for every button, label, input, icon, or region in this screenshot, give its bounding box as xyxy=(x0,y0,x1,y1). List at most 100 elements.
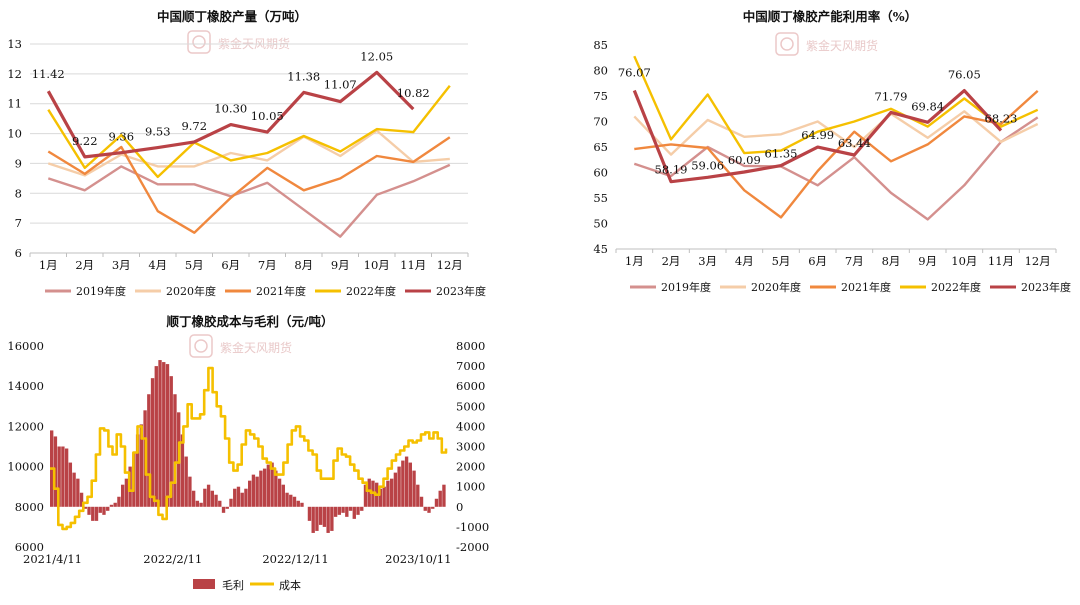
x-tick-label: 9月 xyxy=(918,254,937,268)
margin-bar xyxy=(154,366,158,507)
data-label: 9.72 xyxy=(181,119,207,133)
margin-bar xyxy=(188,476,192,507)
margin-bar xyxy=(401,460,405,507)
legend-label: 2023年度 xyxy=(1021,280,1071,294)
margin-bar xyxy=(150,378,155,507)
watermark-seal-icon xyxy=(780,37,794,51)
series-line-2023年度 xyxy=(632,89,1003,184)
y-left-tick-label: 8000 xyxy=(15,500,44,514)
x-tick-label: 4月 xyxy=(735,254,754,268)
x-tick-label: 9月 xyxy=(331,258,350,272)
margin-bar xyxy=(348,506,353,511)
series-line-2022年度 xyxy=(47,85,451,179)
margin-bar xyxy=(124,478,129,507)
data-label: 11.07 xyxy=(324,78,357,92)
data-label: 76.05 xyxy=(948,68,981,82)
y-left-tick-label: 6000 xyxy=(15,540,44,554)
x-tick-label: 5月 xyxy=(772,254,791,268)
margin-bar xyxy=(244,488,248,507)
y-right-tick-label: 1000 xyxy=(456,480,485,494)
margin-bar xyxy=(57,446,61,507)
y-tick-label: 50 xyxy=(593,217,608,231)
y-right-tick-label: -2000 xyxy=(456,540,489,554)
margin-bar xyxy=(356,506,360,515)
margin-bar xyxy=(165,364,170,507)
legend: 毛利 成本 xyxy=(193,578,301,592)
data-label: 69.84 xyxy=(911,99,944,113)
series-line-2019年度 xyxy=(47,163,451,238)
y-tick-label: 45 xyxy=(593,242,608,256)
y-tick-label: 6 xyxy=(15,246,22,260)
margin-bar xyxy=(102,506,106,515)
margin-bar xyxy=(431,506,435,509)
margin-bar xyxy=(229,498,233,507)
y-tick-label: 55 xyxy=(593,191,608,205)
margin-bar xyxy=(333,506,338,517)
margin-bar xyxy=(214,494,218,507)
y-right-tick-label: 8000 xyxy=(456,339,485,353)
y-right-tick-label: 0 xyxy=(456,500,463,514)
margin-bar xyxy=(352,506,356,519)
chart-title: 中国顺丁橡胶产能利用率（%） xyxy=(743,9,917,24)
y-tick-label: 10 xyxy=(7,127,22,141)
margin-bar xyxy=(378,488,383,507)
legend: 2019年度 2020年度 2021年度 2022年度 2023年度 xyxy=(45,284,486,298)
series-line-2022年度 xyxy=(633,55,1039,155)
data-label: 58.19 xyxy=(655,163,688,177)
margin-bar xyxy=(300,502,304,507)
margin-bar xyxy=(94,506,99,521)
data-label: 61.35 xyxy=(765,147,798,161)
x-tick-label: 1月 xyxy=(625,254,644,268)
margin-bar xyxy=(87,506,91,515)
margin-bar xyxy=(427,506,431,513)
y-left-tick-label: 16000 xyxy=(7,339,44,353)
x-tick-label: 6月 xyxy=(221,258,240,272)
margin-bar xyxy=(106,506,110,511)
margin-bar xyxy=(184,456,188,507)
y-right-tick-label: 7000 xyxy=(456,359,485,373)
margin-bar xyxy=(206,484,211,507)
data-label: 11.42 xyxy=(32,67,65,81)
x-tick-label: 4月 xyxy=(148,258,167,272)
y-right-tick-label: 3000 xyxy=(456,440,485,454)
margin-bar xyxy=(158,360,162,507)
y-tick-label: 7 xyxy=(15,216,22,230)
legend-label: 2019年度 xyxy=(661,280,711,294)
legend-label: 2023年度 xyxy=(436,284,486,298)
legend-label: 2021年度 xyxy=(256,284,306,298)
x-tick-label: 10月 xyxy=(951,254,977,268)
x-tick-label: 12月 xyxy=(437,258,463,272)
data-label: 11.38 xyxy=(287,69,320,83)
margin-bar xyxy=(169,376,173,507)
margin-bar xyxy=(397,466,401,507)
y-right-tick-label: -1000 xyxy=(456,520,489,534)
margin-bar xyxy=(236,486,241,507)
margin-bar xyxy=(423,506,427,511)
margin-bar xyxy=(330,506,334,531)
x-tick-label: 2023/10/11 xyxy=(385,552,451,566)
y-tick-label: 8 xyxy=(15,186,22,200)
y-tick-label: 80 xyxy=(593,64,608,78)
margin-bar xyxy=(341,506,345,513)
margin-bar xyxy=(326,506,330,533)
margin-bar xyxy=(180,434,185,507)
margin-bar xyxy=(98,506,102,513)
y-tick-label: 75 xyxy=(593,89,608,103)
x-tick-label: 7月 xyxy=(258,258,277,272)
margin-bar xyxy=(386,480,390,507)
watermark-logo-icon xyxy=(187,30,211,54)
x-tick-label: 12月 xyxy=(1025,254,1051,268)
data-label: 59.06 xyxy=(691,158,724,172)
data-label: 76.07 xyxy=(618,66,651,80)
y-tick-label: 9 xyxy=(15,156,22,170)
margin-bar xyxy=(91,506,95,521)
data-label: 63.44 xyxy=(838,136,871,150)
margin-bar xyxy=(382,486,386,507)
series-line-2023年度 xyxy=(46,70,415,159)
x-tick-label: 3月 xyxy=(112,258,131,272)
y-left-tick-label: 12000 xyxy=(7,419,44,433)
margin-bar xyxy=(296,500,300,507)
margin-bar xyxy=(419,496,424,507)
margin-bar xyxy=(412,470,416,507)
